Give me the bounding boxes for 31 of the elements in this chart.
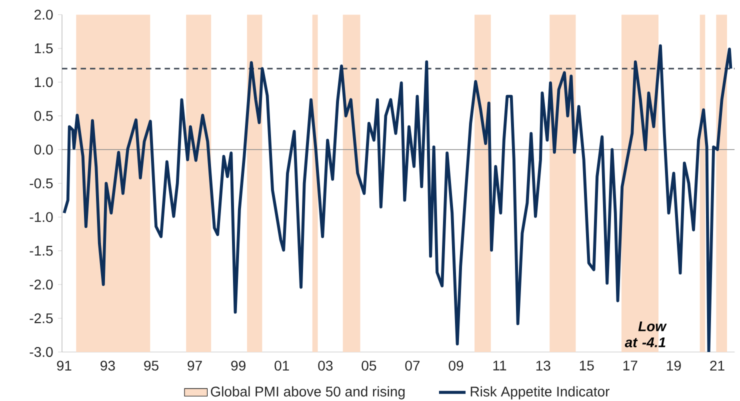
x-tick-label: 09 [448,360,464,371]
y-tick-label: -1.0 [30,212,53,222]
x-tick-label: 19 [666,360,681,371]
y-tick-label: 0.5 [34,110,53,121]
x-tick-label: 17 [623,360,638,370]
y-tick-label: 1.0 [34,77,53,88]
legend-label: Risk Appetite Indicator [470,386,610,400]
x-tick-label: 91 [57,360,72,371]
legend-label: Global PMI above 50 and rising [210,386,405,400]
x-tick-label: 21 [710,360,724,370]
y-tick-label: -0.5 [30,178,53,188]
annotation: Low at -4.1 [624,322,667,348]
x-tick-label: 01 [274,360,289,371]
y-tick-label: 2.0 [34,10,53,20]
y-tick-label: 1.5 [34,44,53,54]
x-tick-label: 97 [188,360,202,371]
x-tick-label: 13 [536,360,550,371]
y-tick-label: -1.5 [30,246,53,256]
y-tick-label: -2.5 [30,313,53,324]
x-tick-label: 07 [405,360,420,371]
x-tick-label: 03 [318,360,333,371]
x-tick-label: 05 [362,360,376,371]
x-tick-label: 95 [144,360,158,371]
y-tick-label: 0.0 [34,144,53,155]
x-tick-label: 11 [493,360,506,370]
x-tick-label: 93 [100,360,115,371]
x-tick-label: 99 [231,360,246,371]
x-tick-label: 15 [580,360,594,370]
line-series [62,44,732,352]
y-tick-label: -2.0 [30,280,53,290]
y-tick-label: -3.0 [30,347,53,357]
